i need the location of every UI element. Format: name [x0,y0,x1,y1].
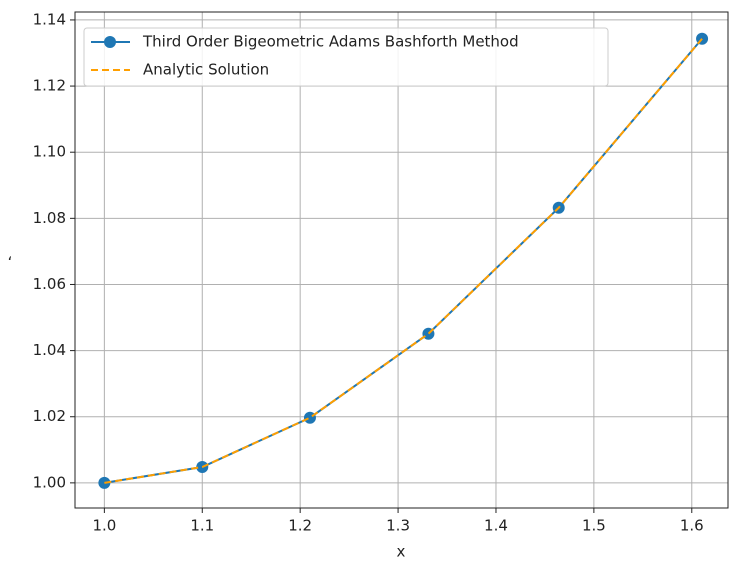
plot-frame [74,11,729,509]
legend-box [83,27,609,87]
y-tick-label: 1.12 [33,77,66,95]
y-tick-label: 1.06 [33,275,66,293]
x-tick-label: 1.2 [288,517,312,535]
x-tick-label: 1.5 [582,517,606,535]
x-tick-label: 1.3 [386,517,410,535]
y-tick-label: 1.08 [33,209,66,227]
y-axis-label: ʻ [8,254,13,272]
y-tick-label: 1.14 [33,10,66,28]
legend-label: Analytic Solution [143,61,269,79]
y-tick-label: 1.10 [33,143,66,161]
legend-marker [104,36,116,48]
x-tick-label: 1.0 [92,517,116,535]
x-tick-label: 1.6 [680,517,704,535]
series-line [104,38,703,484]
legend-label: Third Order Bigeometric Adams Bashforth … [142,33,519,51]
x-axis-label: x [397,543,406,561]
y-tick-label: 1.00 [33,473,66,491]
y-tick-label: 1.02 [33,407,66,425]
y-tick-label: 1.04 [33,341,66,359]
x-tick-label: 1.1 [190,517,214,535]
x-tick-label: 1.4 [484,517,508,535]
